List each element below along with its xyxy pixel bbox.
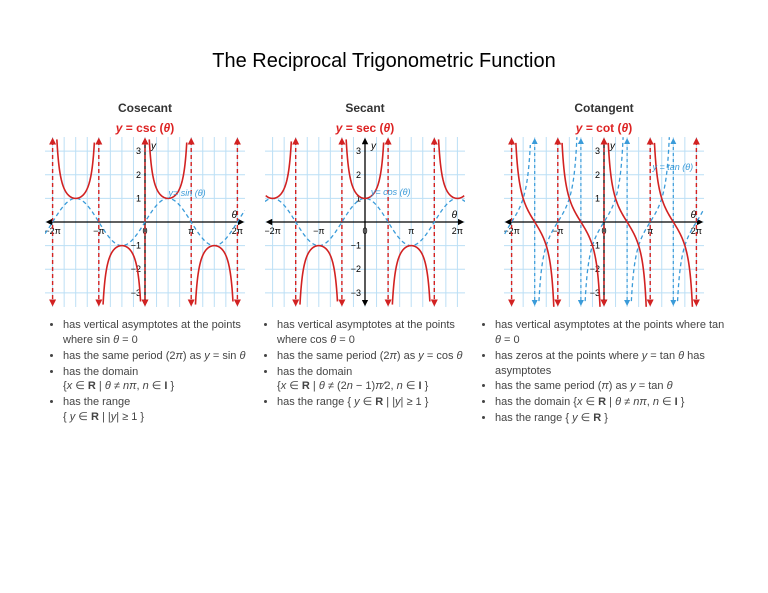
page-title: The Reciprocal Trigonometric Function: [30, 50, 738, 73]
charts-row: Cosecant y = csc (θ) θ y −2π −π 0 π 2π −3 −2 −1 1 2…: [30, 101, 738, 427]
svg-text:1: 1: [136, 193, 141, 203]
svg-text:−2: −2: [590, 264, 600, 274]
csc-panel: Cosecant y = csc (θ) θy−2π−π0π2π−3−2−112…: [37, 101, 253, 427]
svg-text:2: 2: [356, 170, 361, 180]
svg-text:y = tan (θ): y = tan (θ): [652, 162, 694, 172]
svg-text:−π: −π: [313, 226, 324, 236]
svg-text:π: π: [408, 226, 414, 236]
svg-text:y= cos (θ): y= cos (θ): [370, 187, 411, 197]
sec-name: Secant: [345, 101, 384, 115]
svg-text:3: 3: [595, 146, 600, 156]
svg-text:2π: 2π: [452, 226, 463, 236]
svg-text:0: 0: [362, 226, 367, 236]
svg-text:θ: θ: [232, 210, 238, 221]
svg-text:−2π: −2π: [265, 226, 281, 236]
svg-text:1: 1: [595, 193, 600, 203]
svg-text:y: y: [609, 141, 616, 152]
svg-text:−2: −2: [351, 264, 361, 274]
cot-name: Cotangent: [574, 101, 633, 115]
svg-text:−3: −3: [351, 288, 361, 298]
sec-eqn: y = sec (θ): [336, 121, 394, 135]
csc-eqn: y = csc (θ): [116, 121, 174, 135]
svg-text:y= sin (θ): y= sin (θ): [168, 188, 206, 198]
svg-text:−1: −1: [131, 241, 141, 251]
sec-chart: θy−2π−π0π2π−3−2−1123y= cos (θ): [265, 137, 465, 307]
svg-text:θ: θ: [452, 210, 458, 221]
svg-text:2: 2: [136, 170, 141, 180]
sec-panel: Secant y = sec (θ) θy−2π−π0π2π−3−2−1123y…: [257, 101, 473, 427]
csc-props: has vertical asymptotes at the points wh…: [37, 317, 253, 426]
csc-name: Cosecant: [118, 101, 172, 115]
csc-chart: θy−2π−π0π2π−3−2−1123y= sin (θ): [45, 137, 245, 307]
svg-text:2: 2: [595, 170, 600, 180]
svg-text:y: y: [150, 141, 157, 152]
page: The Reciprocal Trigonometric Function Co…: [0, 0, 768, 427]
svg-text:−1: −1: [351, 241, 361, 251]
svg-text:3: 3: [136, 146, 141, 156]
cot-chart: θy−2π−π0π2π−3−2−1123y = tan (θ): [504, 137, 704, 307]
cot-props: has vertical asymptotes at the points wh…: [477, 317, 731, 427]
svg-text:y: y: [370, 141, 377, 152]
cot-eqn: y = cot (θ): [576, 121, 632, 135]
svg-text:3: 3: [356, 146, 361, 156]
sec-props: has vertical asymptotes at the points wh…: [257, 317, 473, 411]
svg-text:θ: θ: [691, 210, 697, 221]
cot-panel: Cotangent y = cot (θ) θy−2π−π0π2π−3−2−11…: [477, 101, 731, 427]
